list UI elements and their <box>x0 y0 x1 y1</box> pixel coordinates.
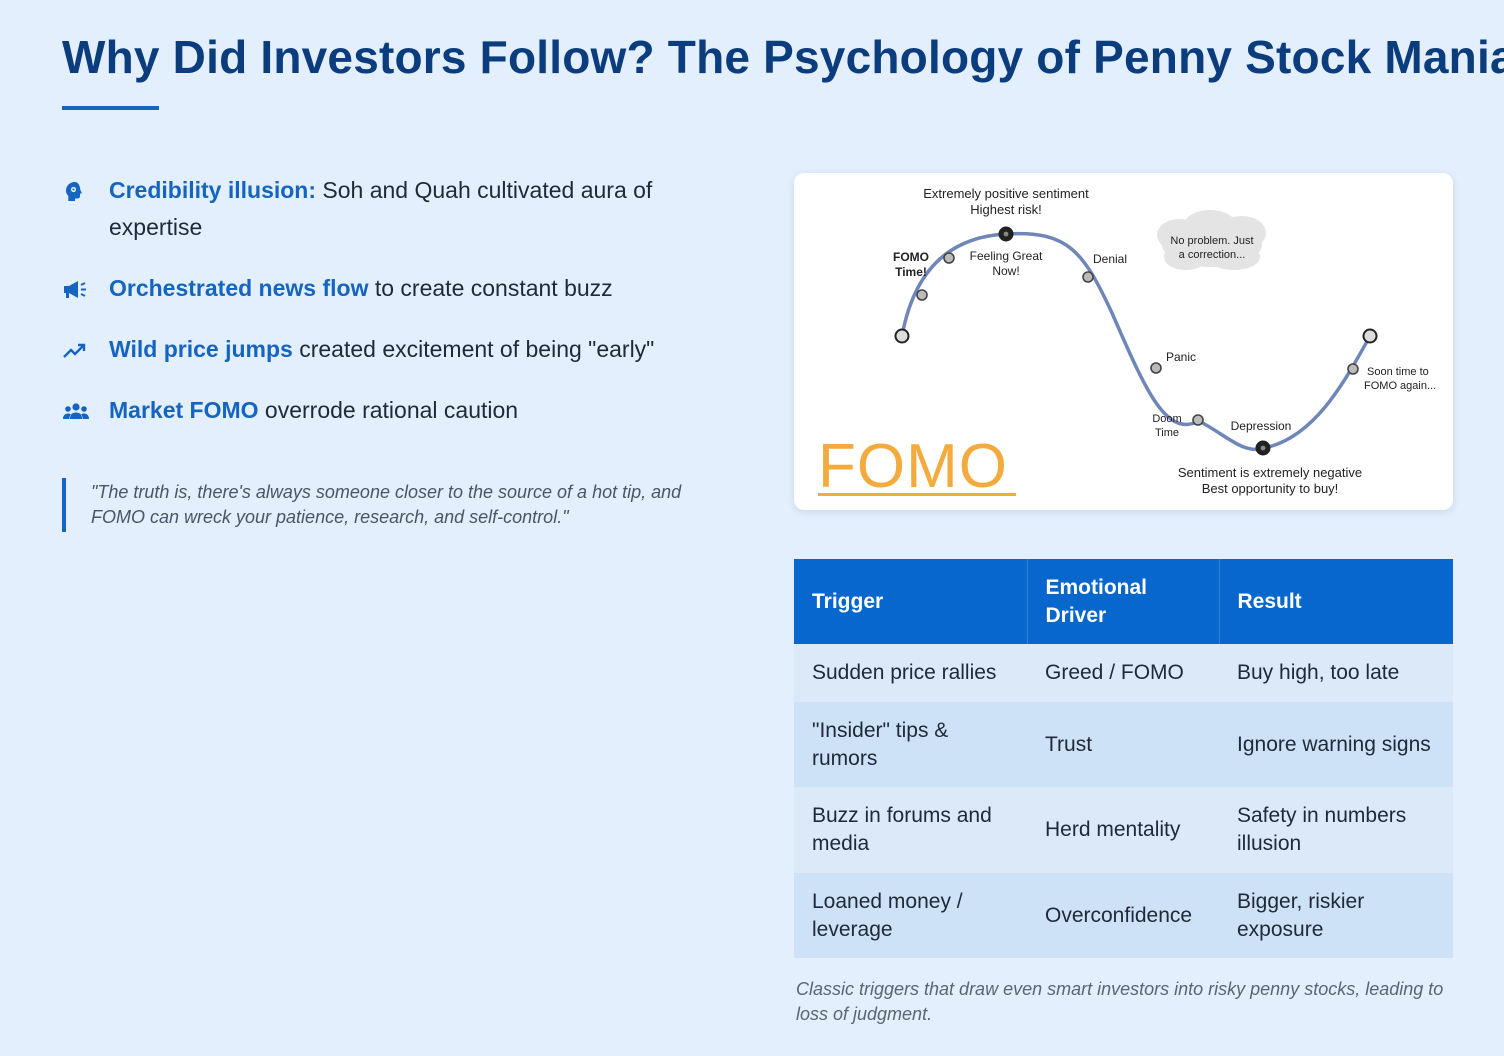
column-header-emotional-driver: Emotional Driver <box>1027 559 1220 644</box>
label-cloud-2: a correction... <box>1179 249 1246 261</box>
table-cell: Sudden price rallies <box>794 644 1027 702</box>
table-cell: "Insider" tips & rumors <box>794 702 1027 787</box>
label-doom-2: Time <box>1155 427 1179 439</box>
marker-feeling-great <box>943 252 955 264</box>
table-cell: Buy high, too late <box>1219 644 1453 702</box>
column-header-trigger: Trigger <box>794 559 1028 644</box>
marker-peak-inner <box>1003 231 1009 237</box>
fomo-cycle-svg: Extremely positive sentiment Highest ris… <box>818 186 1436 501</box>
sentiment-curve <box>900 231 1372 452</box>
table-cell: Greed / FOMO <box>1027 644 1219 702</box>
bullet-price-jumps: Wild price jumps created excitement of b… <box>62 331 722 368</box>
label-fomo-1: FOMO <box>893 250 929 264</box>
bullet-text: to create constant buzz <box>368 275 613 301</box>
title-underline <box>62 106 159 110</box>
table-row: Sudden price rallies Greed / FOMO Buy hi… <box>794 644 1453 702</box>
table-cell: Bigger, riskier exposure <box>1219 873 1453 958</box>
label-feeling-1: Feeling Great <box>970 249 1043 263</box>
bullet-text: created excitement of being "early" <box>292 336 655 362</box>
marker-denial <box>1082 271 1094 283</box>
marker-doom <box>1192 414 1204 426</box>
table-cell: Trust <box>1027 702 1219 787</box>
label-soon-1: Soon time to <box>1367 366 1429 378</box>
label-top-1: Extremely positive sentiment <box>923 186 1089 201</box>
label-panic: Panic <box>1166 350 1196 364</box>
label-bottom-1: Sentiment is extremely negative <box>1178 465 1362 480</box>
pull-quote: "The truth is, there's always someone cl… <box>62 478 731 532</box>
label-fomo-2: Time! <box>895 265 927 279</box>
marker-start <box>894 328 910 344</box>
label-feeling-2: Now! <box>992 264 1019 278</box>
fomo-cycle-figure: Extremely positive sentiment Highest ris… <box>794 173 1453 510</box>
bullet-highlight: Wild price jumps <box>109 336 293 362</box>
marker-recovery <box>1347 363 1359 375</box>
table-cell: Overconfidence <box>1027 873 1219 958</box>
trigger-table-wrapper: Trigger Emotional Driver Result Sudden p… <box>794 559 1453 958</box>
table-cell: Ignore warning signs <box>1219 702 1453 787</box>
table-row: Buzz in forums and media Herd mentality … <box>794 787 1453 873</box>
bullet-credibility: Credibility illusion: Soh and Quah culti… <box>62 172 722 246</box>
megaphone-icon <box>62 276 90 300</box>
bullet-text: overrode rational caution <box>258 397 519 423</box>
table-row: "Insider" tips & rumors Trust Ignore war… <box>794 702 1453 787</box>
trigger-table: Trigger Emotional Driver Result Sudden p… <box>794 559 1453 958</box>
label-cloud-1: No problem. Just <box>1170 235 1253 247</box>
fomo-wordmark-underline <box>818 493 1016 496</box>
bullet-highlight: Orchestrated news flow <box>109 275 369 301</box>
table-cell: Buzz in forums and media <box>794 787 1027 873</box>
marker-panic <box>1150 362 1162 374</box>
label-doom-1: Doom <box>1152 413 1181 425</box>
people-group-icon <box>62 398 90 422</box>
cloud-bubble <box>1157 210 1266 270</box>
marker-bottom-inner <box>1260 445 1266 451</box>
marker-end <box>1362 328 1378 344</box>
label-denial: Denial <box>1093 252 1127 266</box>
bullet-text: Soh and Quah cultivated aura of expertis… <box>109 177 653 240</box>
table-cell: Safety in numbers illusion <box>1219 787 1453 873</box>
bullet-list: Credibility illusion: Soh and Quah culti… <box>62 172 722 429</box>
bullet-market-fomo: Market FOMO overrode rational caution <box>62 392 722 429</box>
table-cell: Loaned money / leverage <box>794 873 1027 958</box>
trending-up-icon <box>62 337 90 361</box>
column-header-result: Result <box>1219 559 1453 644</box>
marker-fomo-time <box>916 289 928 301</box>
label-bottom-2: Best opportunity to buy! <box>1202 481 1339 496</box>
bullet-news-flow: Orchestrated news flow to create constan… <box>62 270 722 307</box>
table-row: Loaned money / leverage Overconfidence B… <box>794 873 1453 958</box>
table-caption: Classic triggers that draw even smart in… <box>796 979 1444 1024</box>
label-soon-2: FOMO again... <box>1364 380 1436 392</box>
bullet-highlight: Credibility illusion: <box>109 177 317 203</box>
fomo-wordmark: FOMO <box>818 432 1008 501</box>
bullet-highlight: Market FOMO <box>109 397 259 423</box>
table-header-row: Trigger Emotional Driver Result <box>794 559 1453 644</box>
page-title: Why Did Investors Follow? The Psychology… <box>62 31 1504 83</box>
table-cell: Herd mentality <box>1027 787 1219 873</box>
label-depression: Depression <box>1231 419 1292 433</box>
label-top-2: Highest risk! <box>970 202 1042 217</box>
brain-head-icon <box>62 178 90 202</box>
